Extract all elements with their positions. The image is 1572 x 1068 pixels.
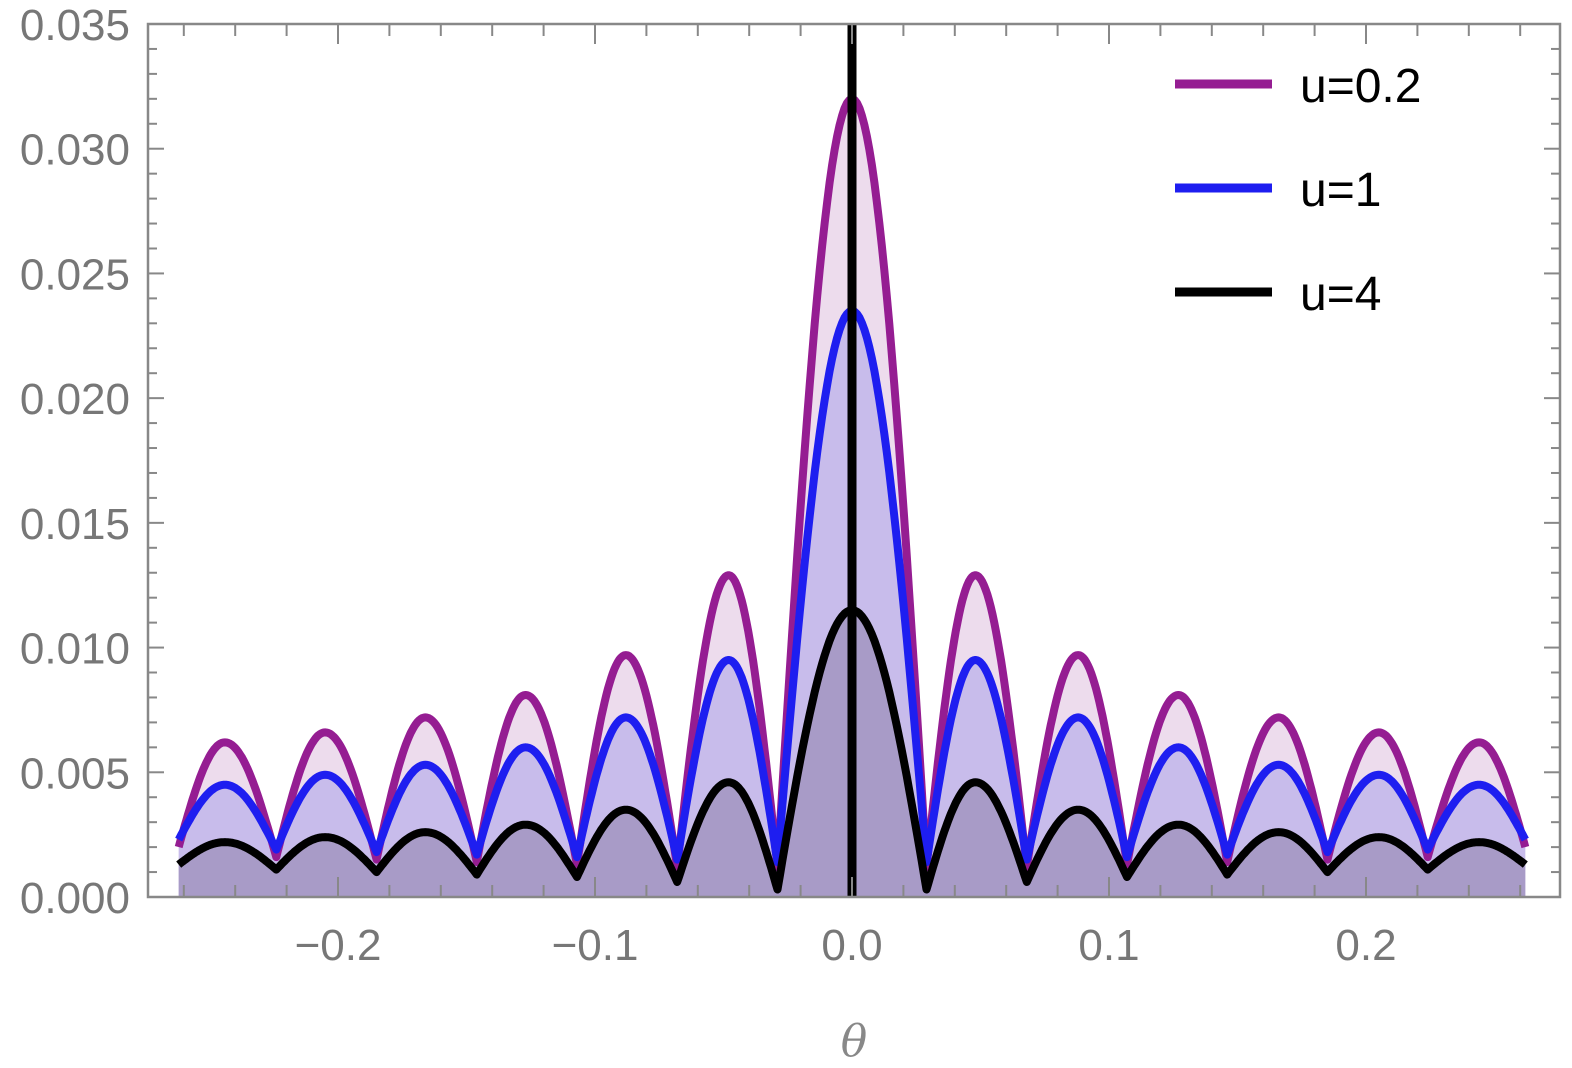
- y-tick-label: 0.025: [20, 250, 130, 299]
- ticks: [148, 23, 1560, 898]
- y-tick-label: 0.005: [20, 749, 130, 798]
- y-tick-label: 0.010: [20, 625, 130, 674]
- x-tick-label: −0.2: [295, 921, 382, 970]
- x-tick-labels: −0.2 −0.1 0.0 0.1 0.2: [295, 921, 1397, 970]
- y-tick-label: 0.015: [20, 500, 130, 549]
- legend-label: u=1: [1300, 164, 1381, 217]
- x-axis-label: θ: [841, 1016, 868, 1067]
- x-tick-label: 0.1: [1078, 921, 1139, 970]
- y-tick-label: 0.035: [20, 1, 130, 50]
- legend: u=0.2 u=1 u=4: [1175, 60, 1421, 321]
- x-tick-label: 0.2: [1335, 921, 1396, 970]
- plot-frame: [146, 22, 1562, 899]
- y-tick-label: 0.020: [20, 375, 130, 424]
- legend-label: u=4: [1300, 268, 1381, 321]
- x-tick-label: −0.1: [552, 921, 639, 970]
- y-tick-label: 0.030: [20, 126, 130, 175]
- y-tick-label: 0.000: [20, 874, 130, 923]
- x-tick-label: 0.0: [821, 921, 882, 970]
- y-tick-labels: 0.000 0.005 0.010 0.015 0.020 0.025 0.03…: [20, 1, 130, 923]
- legend-label: u=0.2: [1300, 60, 1421, 113]
